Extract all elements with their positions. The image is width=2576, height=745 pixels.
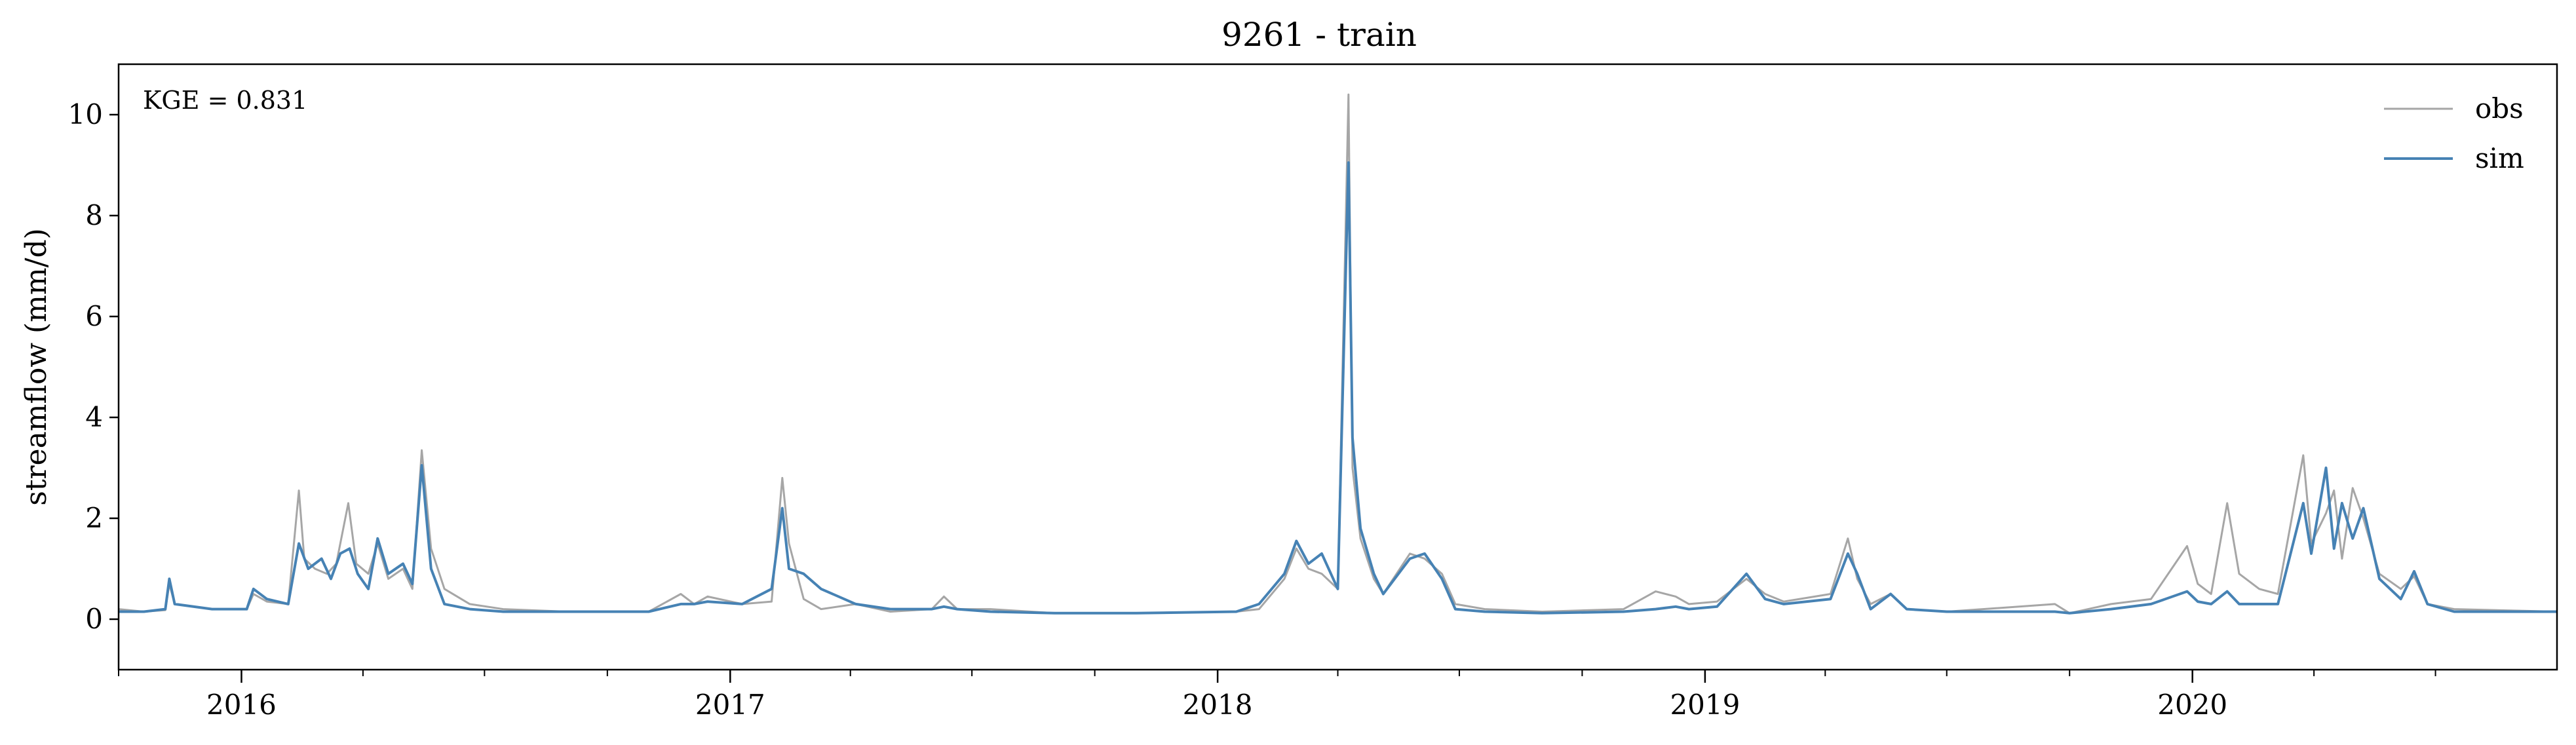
x-tick-label: 2017	[695, 689, 765, 721]
kge-annotation: KGE = 0.831	[143, 86, 307, 115]
legend-label-sim: sim	[2475, 142, 2524, 174]
series-line-sim	[119, 161, 2557, 615]
y-tick-label: 8	[85, 199, 103, 231]
x-tick-label: 2020	[2157, 689, 2227, 721]
x-tick-label: 2018	[1183, 689, 1253, 721]
y-tick-label: 6	[85, 300, 103, 332]
plot-frame	[117, 63, 2558, 671]
legend: obs sim	[2384, 92, 2524, 174]
series-line-obs	[118, 93, 2558, 615]
legend-label-obs: obs	[2475, 92, 2524, 124]
chart-title: 9261 - train	[1221, 16, 1417, 54]
y-tick-label: 2	[85, 502, 103, 534]
y-tick-label: 10	[68, 98, 103, 130]
x-tick-label: 2016	[206, 689, 277, 721]
plot-area: 0 2 4 6 8 10 2016 2017 2018 2019 2020	[68, 93, 2558, 721]
y-tick-label: 0	[85, 603, 103, 635]
x-tick-label: 2019	[1670, 689, 1740, 721]
y-tick-label: 4	[85, 401, 103, 433]
y-axis-label: streamflow (mm/d)	[20, 228, 53, 506]
